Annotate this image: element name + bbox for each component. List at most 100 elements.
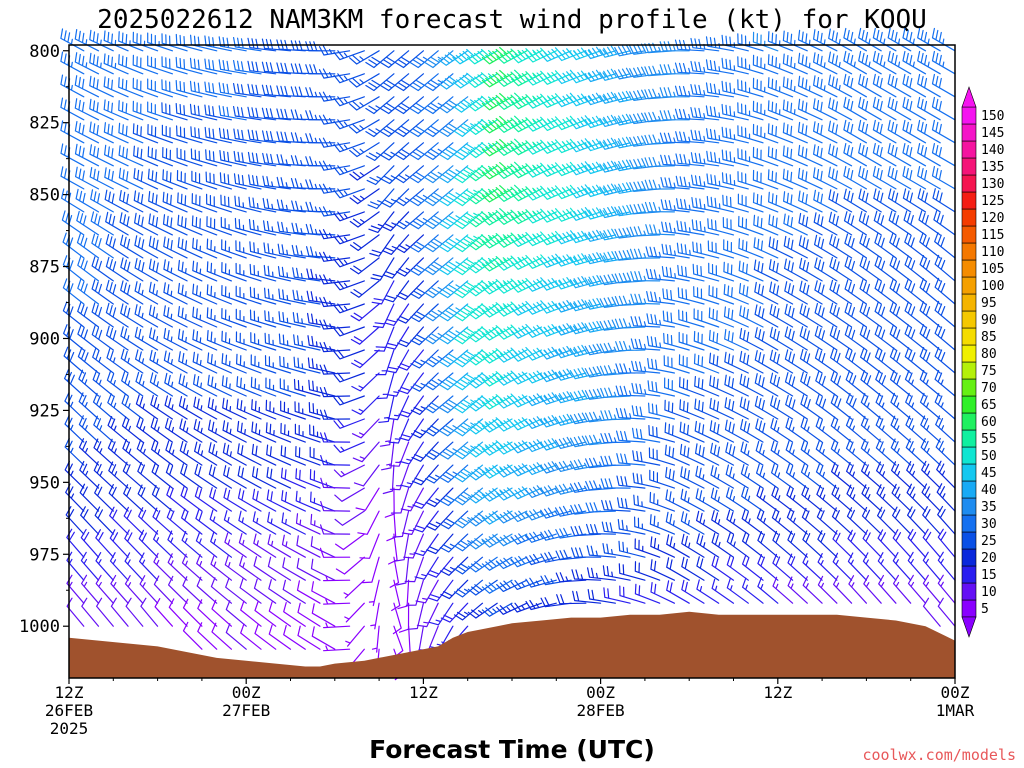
wind-barb xyxy=(297,625,321,650)
wind-barb xyxy=(220,194,247,213)
wind-barb xyxy=(872,143,897,167)
wind-barb xyxy=(189,80,218,98)
wind-barb xyxy=(874,347,897,374)
wind-barb xyxy=(221,285,247,305)
wind-barb xyxy=(74,143,100,167)
wind-barb xyxy=(439,533,469,553)
wind-barb xyxy=(525,553,557,566)
wind-barb xyxy=(195,531,218,558)
colorbar-swatch xyxy=(961,310,977,329)
colorbar-label: 45 xyxy=(981,466,997,481)
colorbar-swatch xyxy=(961,140,977,159)
x-tick-label: 28FEB xyxy=(577,701,625,720)
wind-barb xyxy=(738,260,764,282)
wind-barb xyxy=(206,307,232,328)
x-tick-label: 26FEB xyxy=(45,701,93,720)
wind-barb xyxy=(630,316,661,328)
wind-barb xyxy=(320,501,351,512)
wind-barb xyxy=(134,235,159,259)
wind-barb xyxy=(889,324,912,351)
wind-barb xyxy=(206,193,232,213)
wind-barb xyxy=(323,645,351,652)
wind-barb xyxy=(917,50,941,75)
wind-barb xyxy=(467,579,498,596)
colorbar-swatch xyxy=(961,514,977,533)
wind-barb xyxy=(91,279,114,305)
wind-barb xyxy=(843,96,867,121)
wind-barb xyxy=(863,575,882,604)
colorbar-label: 30 xyxy=(981,517,997,532)
wind-barb xyxy=(664,399,690,420)
wind-barb xyxy=(799,326,823,351)
wind-barb xyxy=(397,326,424,348)
wind-barb xyxy=(496,441,528,455)
wind-barb xyxy=(614,227,646,239)
wind-barb xyxy=(310,513,336,535)
wind-barb xyxy=(634,538,661,558)
wind-barb xyxy=(510,277,543,293)
wind-barb xyxy=(858,96,882,121)
colorbar-swatch xyxy=(961,327,977,346)
wind-barb xyxy=(847,529,867,558)
wind-barb xyxy=(481,208,513,226)
wind-barb xyxy=(161,102,188,121)
wind-barb xyxy=(165,440,188,466)
wind-barb xyxy=(190,126,218,144)
wind-barb xyxy=(918,210,941,236)
wind-barb xyxy=(722,217,749,236)
wind-barb xyxy=(335,533,365,551)
wind-barb xyxy=(602,565,631,581)
wind-barb xyxy=(887,96,912,121)
wind-barb xyxy=(571,569,602,581)
wind-barb xyxy=(95,574,114,604)
wind-barb xyxy=(118,100,144,121)
wind-barb xyxy=(333,234,365,245)
wind-barb xyxy=(333,303,365,314)
wind-barb xyxy=(182,576,203,604)
wind-barb xyxy=(411,464,439,486)
wind-barb xyxy=(907,574,927,604)
wind-barb xyxy=(674,85,705,98)
colorbar-swatch xyxy=(961,599,977,618)
x-tick-label: 12Z xyxy=(763,683,792,702)
wind-barb xyxy=(676,220,705,236)
wind-barb xyxy=(204,126,232,144)
wind-barb xyxy=(311,603,336,627)
wind-barb xyxy=(453,234,484,253)
wind-barb xyxy=(409,50,439,69)
colorbar-swatch xyxy=(961,378,977,397)
wind-barb xyxy=(769,304,794,328)
wind-barb xyxy=(380,50,410,69)
wind-barb xyxy=(91,233,114,259)
wind-barb xyxy=(705,36,735,52)
wind-barb xyxy=(439,487,469,507)
wind-barb xyxy=(843,211,867,236)
wind-barb xyxy=(166,507,188,535)
wind-barb xyxy=(181,508,203,535)
wind-barb xyxy=(138,507,159,535)
wind-barb xyxy=(265,377,292,397)
wind-barb xyxy=(395,234,424,254)
wind-barb xyxy=(935,437,956,466)
wind-barb xyxy=(599,251,631,263)
wind-barb xyxy=(319,409,351,420)
wind-barb xyxy=(510,346,543,362)
wind-barb xyxy=(569,389,602,402)
wind-barb xyxy=(262,175,292,190)
wind-barb xyxy=(439,464,469,483)
wind-barb xyxy=(380,73,410,92)
wind-barb xyxy=(905,438,927,466)
wind-barb xyxy=(318,137,351,148)
wind-barb xyxy=(396,556,410,586)
wind-barb xyxy=(439,395,469,414)
wind-barb xyxy=(694,376,720,397)
wind-barb xyxy=(740,419,764,443)
wind-barb xyxy=(235,331,262,351)
wind-barb xyxy=(829,234,853,259)
wind-barb xyxy=(382,257,410,279)
wind-barb xyxy=(452,48,484,65)
wind-barb xyxy=(439,211,469,230)
wind-barb xyxy=(614,159,646,172)
wind-barb xyxy=(525,93,557,109)
wind-barb xyxy=(292,267,321,282)
